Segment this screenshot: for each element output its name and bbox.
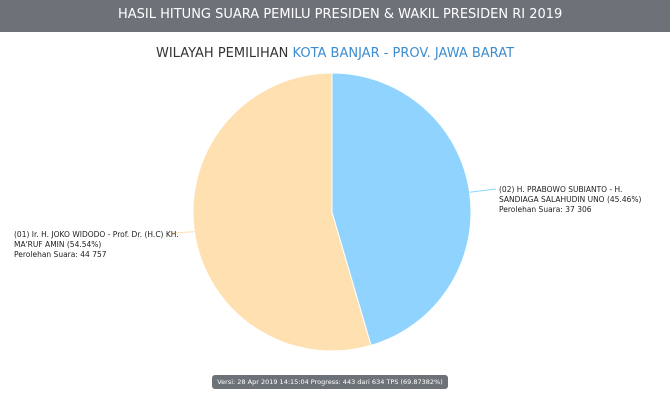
vote-prefix: Perolehan Suara: (14, 250, 78, 259)
subtitle-text: WILAYAH PEMILIHAN (155, 46, 289, 61)
vote-value: 44 757 (80, 250, 107, 259)
leader-line (171, 231, 195, 234)
slice-name: (01) Ir. H. JOKO WIDODO - Prof. Dr. (H.C… (14, 230, 179, 249)
leader-line (469, 188, 497, 193)
slice-label: (02) H. PRABOWO SUBIANTO - H. SANDIAGA S… (499, 185, 664, 215)
pie-slice (192, 72, 372, 352)
pie-slice (331, 72, 472, 347)
vote-value: 37 306 (565, 205, 592, 214)
slice-label: (01) Ir. H. JOKO WIDODO - Prof. Dr. (H.C… (14, 230, 179, 260)
region: KOTA BANJAR - PROV. JAWA BARAT (292, 46, 515, 61)
version-info: Versi: 28 Apr 2019 14:15:04 Progress: 44… (212, 375, 448, 389)
vote-line: Perolehan Suara: 44 757 (14, 250, 179, 260)
subtitle: WILAYAH PEMILIHAN KOTA BANJAR - PROV. JA… (0, 46, 670, 61)
slice-name: (02) H. PRABOWO SUBIANTO - H. SANDIAGA S… (499, 185, 642, 204)
vote-prefix: Perolehan Suara: (499, 205, 563, 214)
vote-line: Perolehan Suara: 37 306 (499, 205, 664, 215)
header-title: HASIL HITUNG SUARA PEMILU PRESIDEN & WAK… (0, 0, 670, 32)
